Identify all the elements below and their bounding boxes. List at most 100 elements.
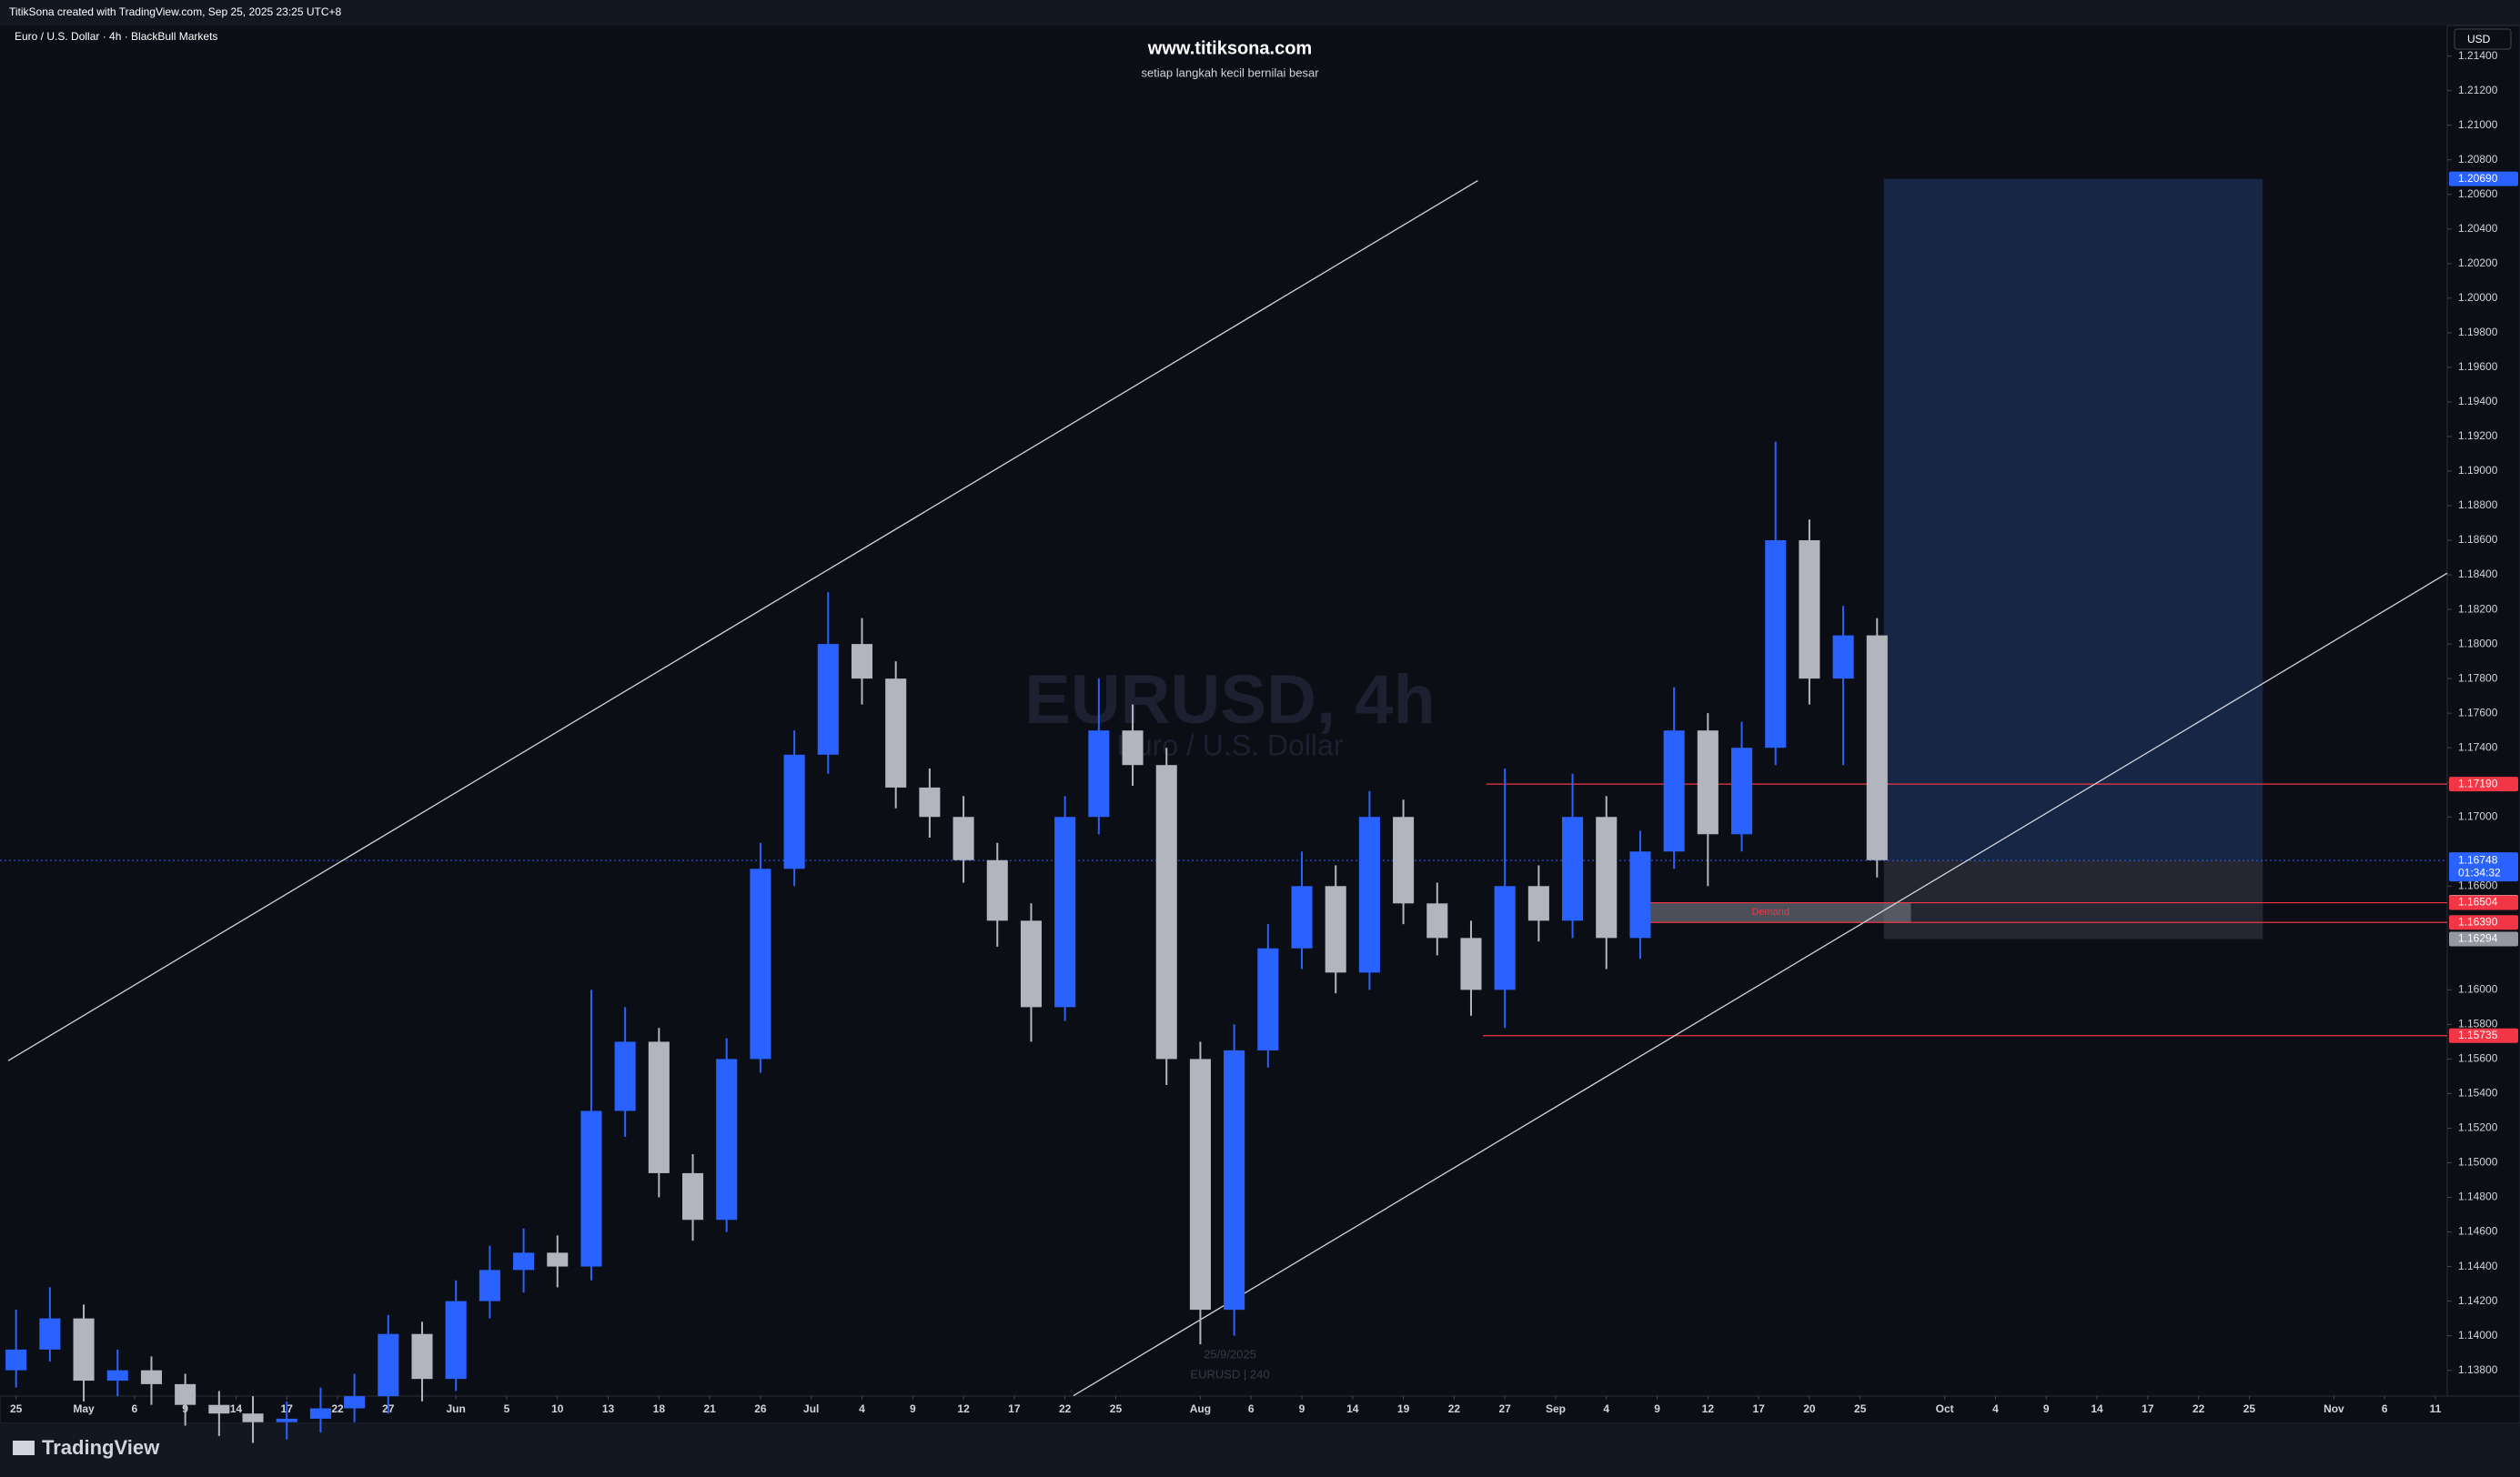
y-tick-label: 1.18000 bbox=[2458, 637, 2498, 649]
x-tick-label: 6 bbox=[1248, 1402, 1255, 1415]
candle-body bbox=[851, 644, 873, 679]
site: www.titiksona.com bbox=[1147, 38, 1312, 58]
x-tick-label: Jun bbox=[447, 1402, 466, 1415]
y-tick-label: 1.19000 bbox=[2458, 464, 2498, 477]
x-tick-label: 14 bbox=[1346, 1402, 1359, 1415]
y-tick-label: 1.17800 bbox=[2458, 671, 2498, 684]
y-tick-label: 1.17000 bbox=[2458, 809, 2498, 822]
candle-body bbox=[953, 817, 974, 860]
chart-title: Euro / U.S. Dollar · 4h · BlackBull Mark… bbox=[15, 30, 217, 43]
candle-body bbox=[208, 1404, 230, 1414]
watermark-symbol: EURUSD, 4h bbox=[1024, 661, 1436, 738]
candle-body bbox=[445, 1301, 467, 1380]
tv-logo bbox=[13, 1441, 35, 1455]
x-tick-label: Aug bbox=[1190, 1402, 1211, 1415]
candle-body bbox=[1054, 817, 1076, 1008]
x-tick-label: 12 bbox=[957, 1402, 970, 1415]
candle-body bbox=[1155, 765, 1177, 1060]
y-tick-label: 1.18400 bbox=[2458, 568, 2498, 580]
price-axis bbox=[2446, 25, 2520, 1397]
x-tick-label: 22 bbox=[2192, 1402, 2205, 1415]
demand-label: Demand bbox=[1751, 907, 1789, 918]
motto: setiap langkah kecil bernilai besar bbox=[1141, 65, 1319, 79]
logo-text: TradingView bbox=[42, 1436, 160, 1459]
x-tick-label: 20 bbox=[1803, 1402, 1816, 1415]
y-tick-label: 1.15200 bbox=[2458, 1121, 2498, 1134]
candle-body bbox=[1562, 817, 1584, 921]
x-tick-label: 17 bbox=[1752, 1402, 1765, 1415]
x-tick-label: 9 bbox=[910, 1402, 916, 1415]
trend-line bbox=[7, 179, 1478, 1061]
price-label-bg bbox=[2449, 915, 2518, 930]
x-tick-label: 25 bbox=[10, 1402, 23, 1415]
x-tick-label: 17 bbox=[1008, 1402, 1021, 1415]
y-tick-label: 1.20200 bbox=[2458, 256, 2498, 269]
y-tick-label: 1.17600 bbox=[2458, 706, 2498, 718]
x-tick-label: 22 bbox=[331, 1402, 344, 1415]
candle-body bbox=[1257, 948, 1279, 1050]
candle-body bbox=[1122, 730, 1144, 766]
candle-body bbox=[682, 1172, 704, 1221]
countdown: 01:34:32 bbox=[2458, 866, 2501, 879]
y-tick-label: 1.19600 bbox=[2458, 360, 2498, 373]
footer-bar bbox=[0, 1423, 2520, 1477]
candle-body bbox=[1663, 730, 1685, 852]
y-tick-label: 1.19200 bbox=[2458, 429, 2498, 442]
x-tick-label: 6 bbox=[2382, 1402, 2388, 1415]
candle-body bbox=[1020, 920, 1042, 1008]
candle-body bbox=[1832, 635, 1854, 679]
price-label-bg bbox=[2449, 895, 2518, 910]
currency-box bbox=[2454, 28, 2512, 50]
y-tick-label: 1.15000 bbox=[2458, 1156, 2498, 1169]
y-tick-label: 1.21000 bbox=[2458, 118, 2498, 131]
x-tick-label: Sep bbox=[1546, 1402, 1566, 1415]
candle-body bbox=[1730, 748, 1753, 835]
header-bar bbox=[0, 0, 2520, 25]
y-tick-label: 1.14000 bbox=[2458, 1329, 2498, 1341]
time-axis bbox=[0, 1395, 2520, 1424]
x-tick-label: 26 bbox=[754, 1402, 767, 1415]
x-tick-label: 9 bbox=[2043, 1402, 2050, 1415]
x-tick-label: 4 bbox=[859, 1402, 865, 1415]
credit: TitikSona created with TradingView.com, … bbox=[9, 5, 342, 18]
candle-body bbox=[1291, 886, 1313, 949]
y-tick-label: 1.19400 bbox=[2458, 395, 2498, 407]
y-tick-label: 1.15400 bbox=[2458, 1087, 2498, 1100]
x-tick-label: 21 bbox=[703, 1402, 716, 1415]
current-price-label: 1.16748 bbox=[2458, 853, 2498, 866]
candle-body bbox=[1224, 1050, 1245, 1311]
candle-body bbox=[479, 1270, 500, 1301]
candle-body bbox=[1460, 938, 1482, 990]
price-label: 1.16294 bbox=[2458, 932, 2498, 945]
x-tick-label: 18 bbox=[653, 1402, 666, 1415]
y-tick-label: 1.19800 bbox=[2458, 326, 2498, 338]
candle-body bbox=[1426, 903, 1448, 939]
target-zone bbox=[1883, 178, 2263, 861]
candle-body bbox=[1189, 1059, 1211, 1311]
y-tick-label: 1.14400 bbox=[2458, 1260, 2498, 1272]
x-tick-label: Jul bbox=[803, 1402, 819, 1415]
y-tick-label: 1.17400 bbox=[2458, 740, 2498, 753]
candle-body bbox=[378, 1333, 399, 1397]
candle-body bbox=[716, 1059, 738, 1221]
candle-body bbox=[175, 1383, 197, 1405]
y-tick-label: 1.21200 bbox=[2458, 84, 2498, 96]
price-label: 1.16504 bbox=[2458, 896, 2498, 909]
x-tick-label: 25 bbox=[1110, 1402, 1123, 1415]
y-tick-label: 1.14200 bbox=[2458, 1294, 2498, 1307]
y-tick-label: 1.20400 bbox=[2458, 222, 2498, 235]
y-tick-label: 1.16600 bbox=[2458, 879, 2498, 891]
candle-body bbox=[276, 1418, 297, 1422]
candle-body bbox=[614, 1041, 636, 1111]
candle-body bbox=[242, 1413, 264, 1422]
x-tick-label: 9 bbox=[1299, 1402, 1305, 1415]
candle-body bbox=[1765, 540, 1787, 749]
price-label: 1.17190 bbox=[2458, 777, 2498, 789]
x-tick-label: 13 bbox=[602, 1402, 615, 1415]
candle-body bbox=[1393, 817, 1415, 904]
candle-body bbox=[1494, 886, 1516, 990]
price-label-bg bbox=[2449, 777, 2518, 792]
x-tick-label: 22 bbox=[1059, 1402, 1072, 1415]
candle-body bbox=[1629, 851, 1651, 939]
